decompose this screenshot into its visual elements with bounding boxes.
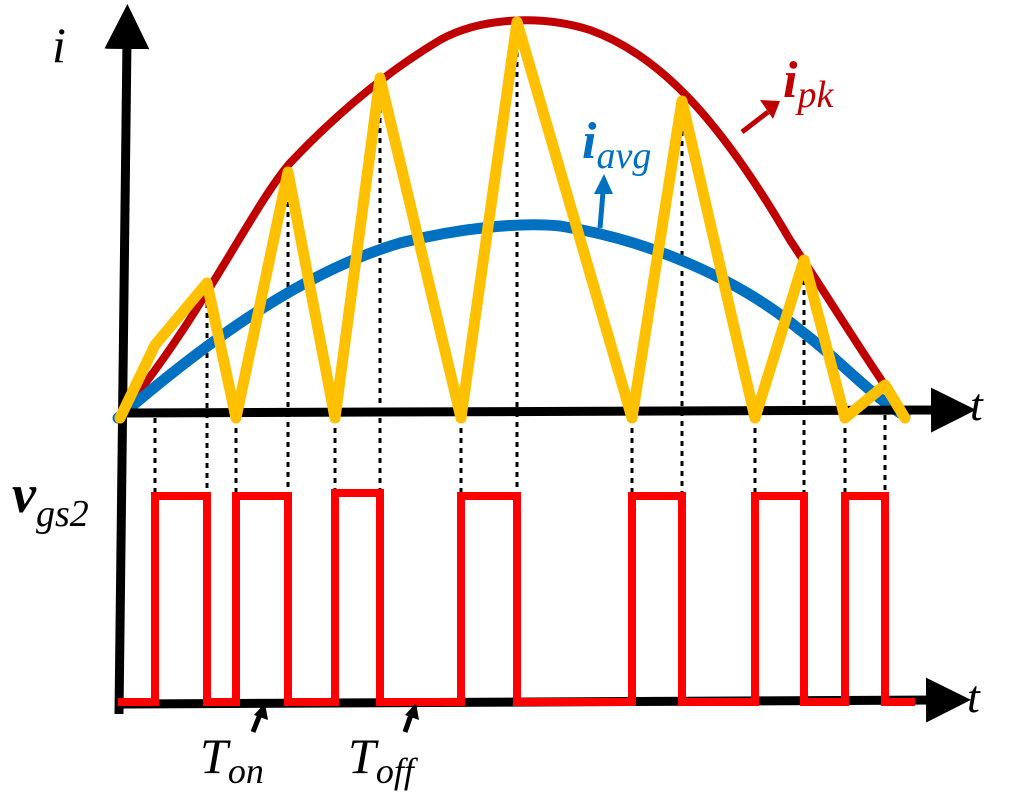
average-current-sub: avg (596, 135, 651, 177)
gate-voltage-main: v (12, 464, 37, 524)
gate-voltage-label: vgs2 (12, 464, 89, 535)
peak-current-label: ipk (783, 52, 834, 116)
off-time-sub: off (376, 751, 419, 791)
off-time-main: T (348, 728, 379, 784)
dotted-guide-lines (153, 22, 887, 496)
peak-pointer-arrow (740, 100, 780, 134)
time-axis-top-label: t (970, 379, 984, 430)
current-axis-label: i (52, 17, 66, 73)
off-time-label: Toff (348, 728, 419, 791)
peak-current-sub: pk (794, 74, 834, 116)
average-pointer-arrow (594, 174, 613, 229)
annotation-arrows (250, 100, 780, 733)
peak-current-main: i (783, 52, 798, 109)
current-axis (104, 4, 150, 715)
off-time-pointer-arrow (402, 703, 419, 733)
on-time-main: T (200, 728, 231, 784)
gate-voltage-sub: gs2 (36, 493, 89, 535)
on-time-sub: on (228, 751, 264, 791)
on-time-pointer-arrow (250, 703, 268, 733)
average-current-curve (112, 219, 911, 424)
average-current-main: i (582, 113, 597, 170)
gate-signal-waveform (118, 489, 915, 706)
inductor-current-waveform (114, 16, 911, 424)
on-time-label: Ton (200, 728, 264, 791)
average-current-label: iavg (582, 113, 651, 177)
time-axis-bottom-label: t (967, 671, 981, 722)
time-axis-top (118, 387, 976, 433)
